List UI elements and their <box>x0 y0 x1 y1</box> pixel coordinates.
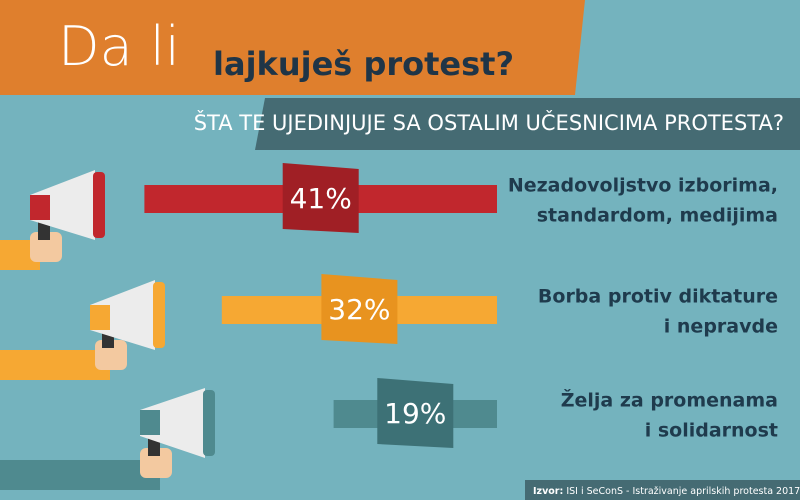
title-banner <box>0 0 585 95</box>
category-label: standardom, medijima <box>537 205 778 227</box>
source: Izvor: ISI i SeConS - Istraživanje april… <box>533 486 800 497</box>
source-strip <box>525 480 800 500</box>
category-label: Želja za promenama <box>561 389 778 412</box>
value-tag <box>377 378 454 448</box>
category-label: i solidarnost <box>645 420 778 442</box>
value-label: 32% <box>328 293 390 326</box>
source-label: Izvor: <box>533 486 563 497</box>
category-label: Nezadovoljstvo izborima, <box>508 175 778 197</box>
source-text: ISI i SeConS - Istraživanje aprilskih pr… <box>566 486 800 497</box>
value-tag <box>321 274 398 344</box>
category-label: Borba protiv diktature <box>538 286 778 308</box>
title-bold: lajkuješ protest? <box>213 45 514 83</box>
megaphone-red <box>0 170 105 270</box>
subtitle: ŠTA TE UJEDINJUJE SA OSTALIM UČESNICIMA … <box>194 110 784 135</box>
megaphone-teal <box>0 388 215 490</box>
title-light: Da li <box>58 15 180 78</box>
value-label: 19% <box>384 397 446 430</box>
category-label: i nepravde <box>664 316 778 338</box>
subtitle-banner <box>255 98 800 150</box>
value-tag <box>282 163 359 233</box>
value-label: 41% <box>290 182 352 215</box>
megaphone-orange <box>0 280 165 380</box>
